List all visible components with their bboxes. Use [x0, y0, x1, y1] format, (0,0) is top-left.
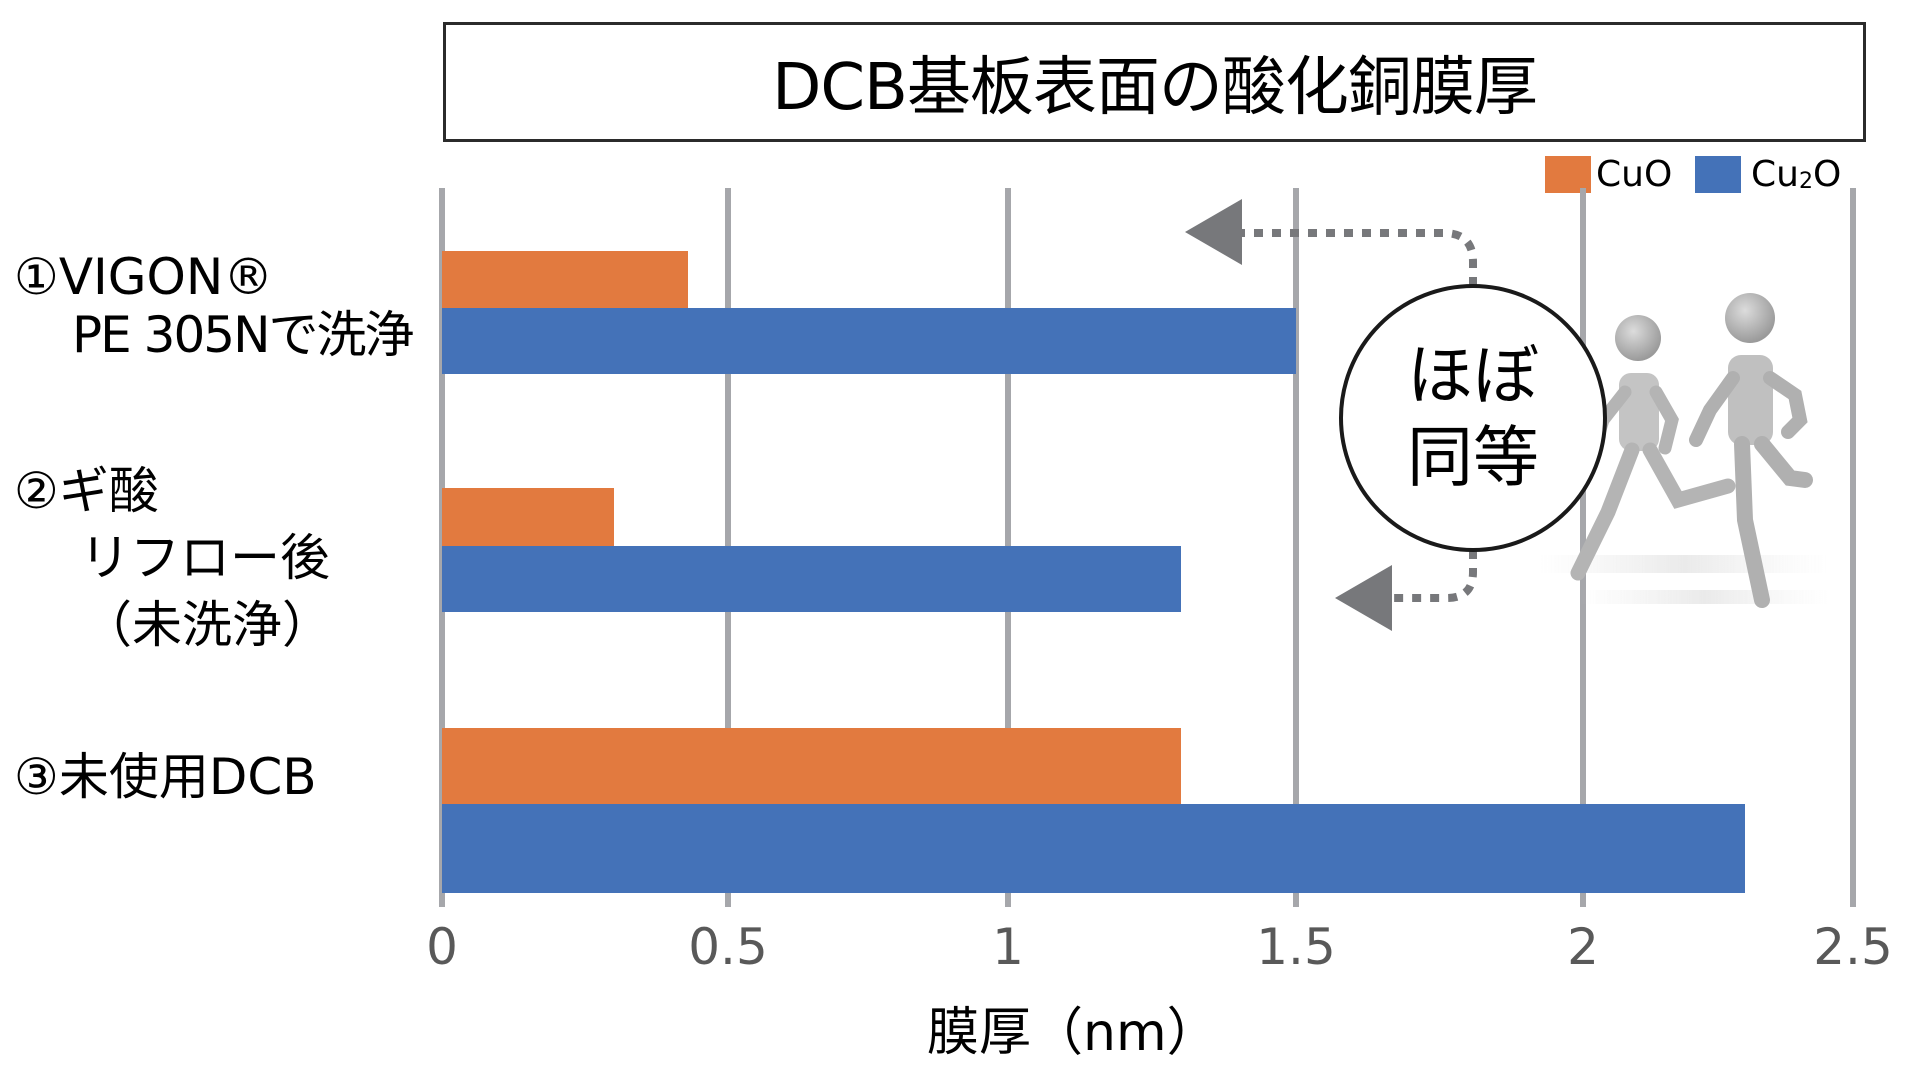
- legend-label-cuo: CuO: [1596, 154, 1673, 195]
- category-label-2-line-1: ②ギ酸: [14, 462, 159, 520]
- callout-circle: [1339, 284, 1607, 552]
- x-axis-label: 膜厚（nm）: [927, 1003, 1219, 1063]
- arrow-to-group-2: [1335, 550, 1477, 631]
- category-label-3-line-1: ③未使用DCB: [14, 748, 317, 806]
- legend-swatch-cuo: [1545, 156, 1591, 193]
- gridline-1.5: [1293, 188, 1299, 907]
- bar-cu2o-category-3: [442, 804, 1745, 893]
- category-label-1-line-1: ①VIGON®: [14, 248, 274, 306]
- arrowhead-left-icon: [1185, 199, 1242, 265]
- callout-text: ほぼ 同等: [1341, 335, 1605, 499]
- chart-title: DCB基板表面の酸化銅膜厚: [772, 51, 1538, 125]
- runner-front: [1689, 293, 1813, 608]
- gridline-2.5: [1850, 188, 1856, 907]
- legend-swatch-cu2o: [1695, 156, 1741, 193]
- chart-title-box: DCB基板表面の酸化銅膜厚: [443, 22, 1866, 142]
- x-tick-label: 0.5: [688, 918, 768, 976]
- bar-cuo-category-1: [442, 251, 688, 308]
- callout-line-2: 同等: [1407, 419, 1539, 496]
- legend-label-cu2o: Cu2O: [1751, 154, 1842, 195]
- arrowhead-left-icon: [1335, 565, 1392, 631]
- bar-cu2o-category-2: [442, 546, 1181, 612]
- callout-line-1: ほぼ: [1407, 337, 1539, 414]
- category-label-1-line-2: PE 305Nで洗浄: [72, 306, 414, 364]
- bar-cu2o-category-1: [442, 308, 1296, 374]
- x-tick-label: 2: [1567, 918, 1599, 976]
- category-label-2-line-2: リフロー後: [80, 529, 330, 587]
- arrow-to-group-1: [1185, 199, 1477, 286]
- x-tick-label: 1.5: [1256, 918, 1336, 976]
- x-tick-label: 2.5: [1813, 918, 1893, 976]
- bar-cuo-category-2: [442, 488, 614, 546]
- x-tick-label: 1: [992, 918, 1024, 976]
- x-tick-label: 0: [426, 918, 458, 976]
- bar-cuo-category-3: [442, 728, 1181, 804]
- category-label-2-line-3: （未洗浄）: [82, 596, 332, 654]
